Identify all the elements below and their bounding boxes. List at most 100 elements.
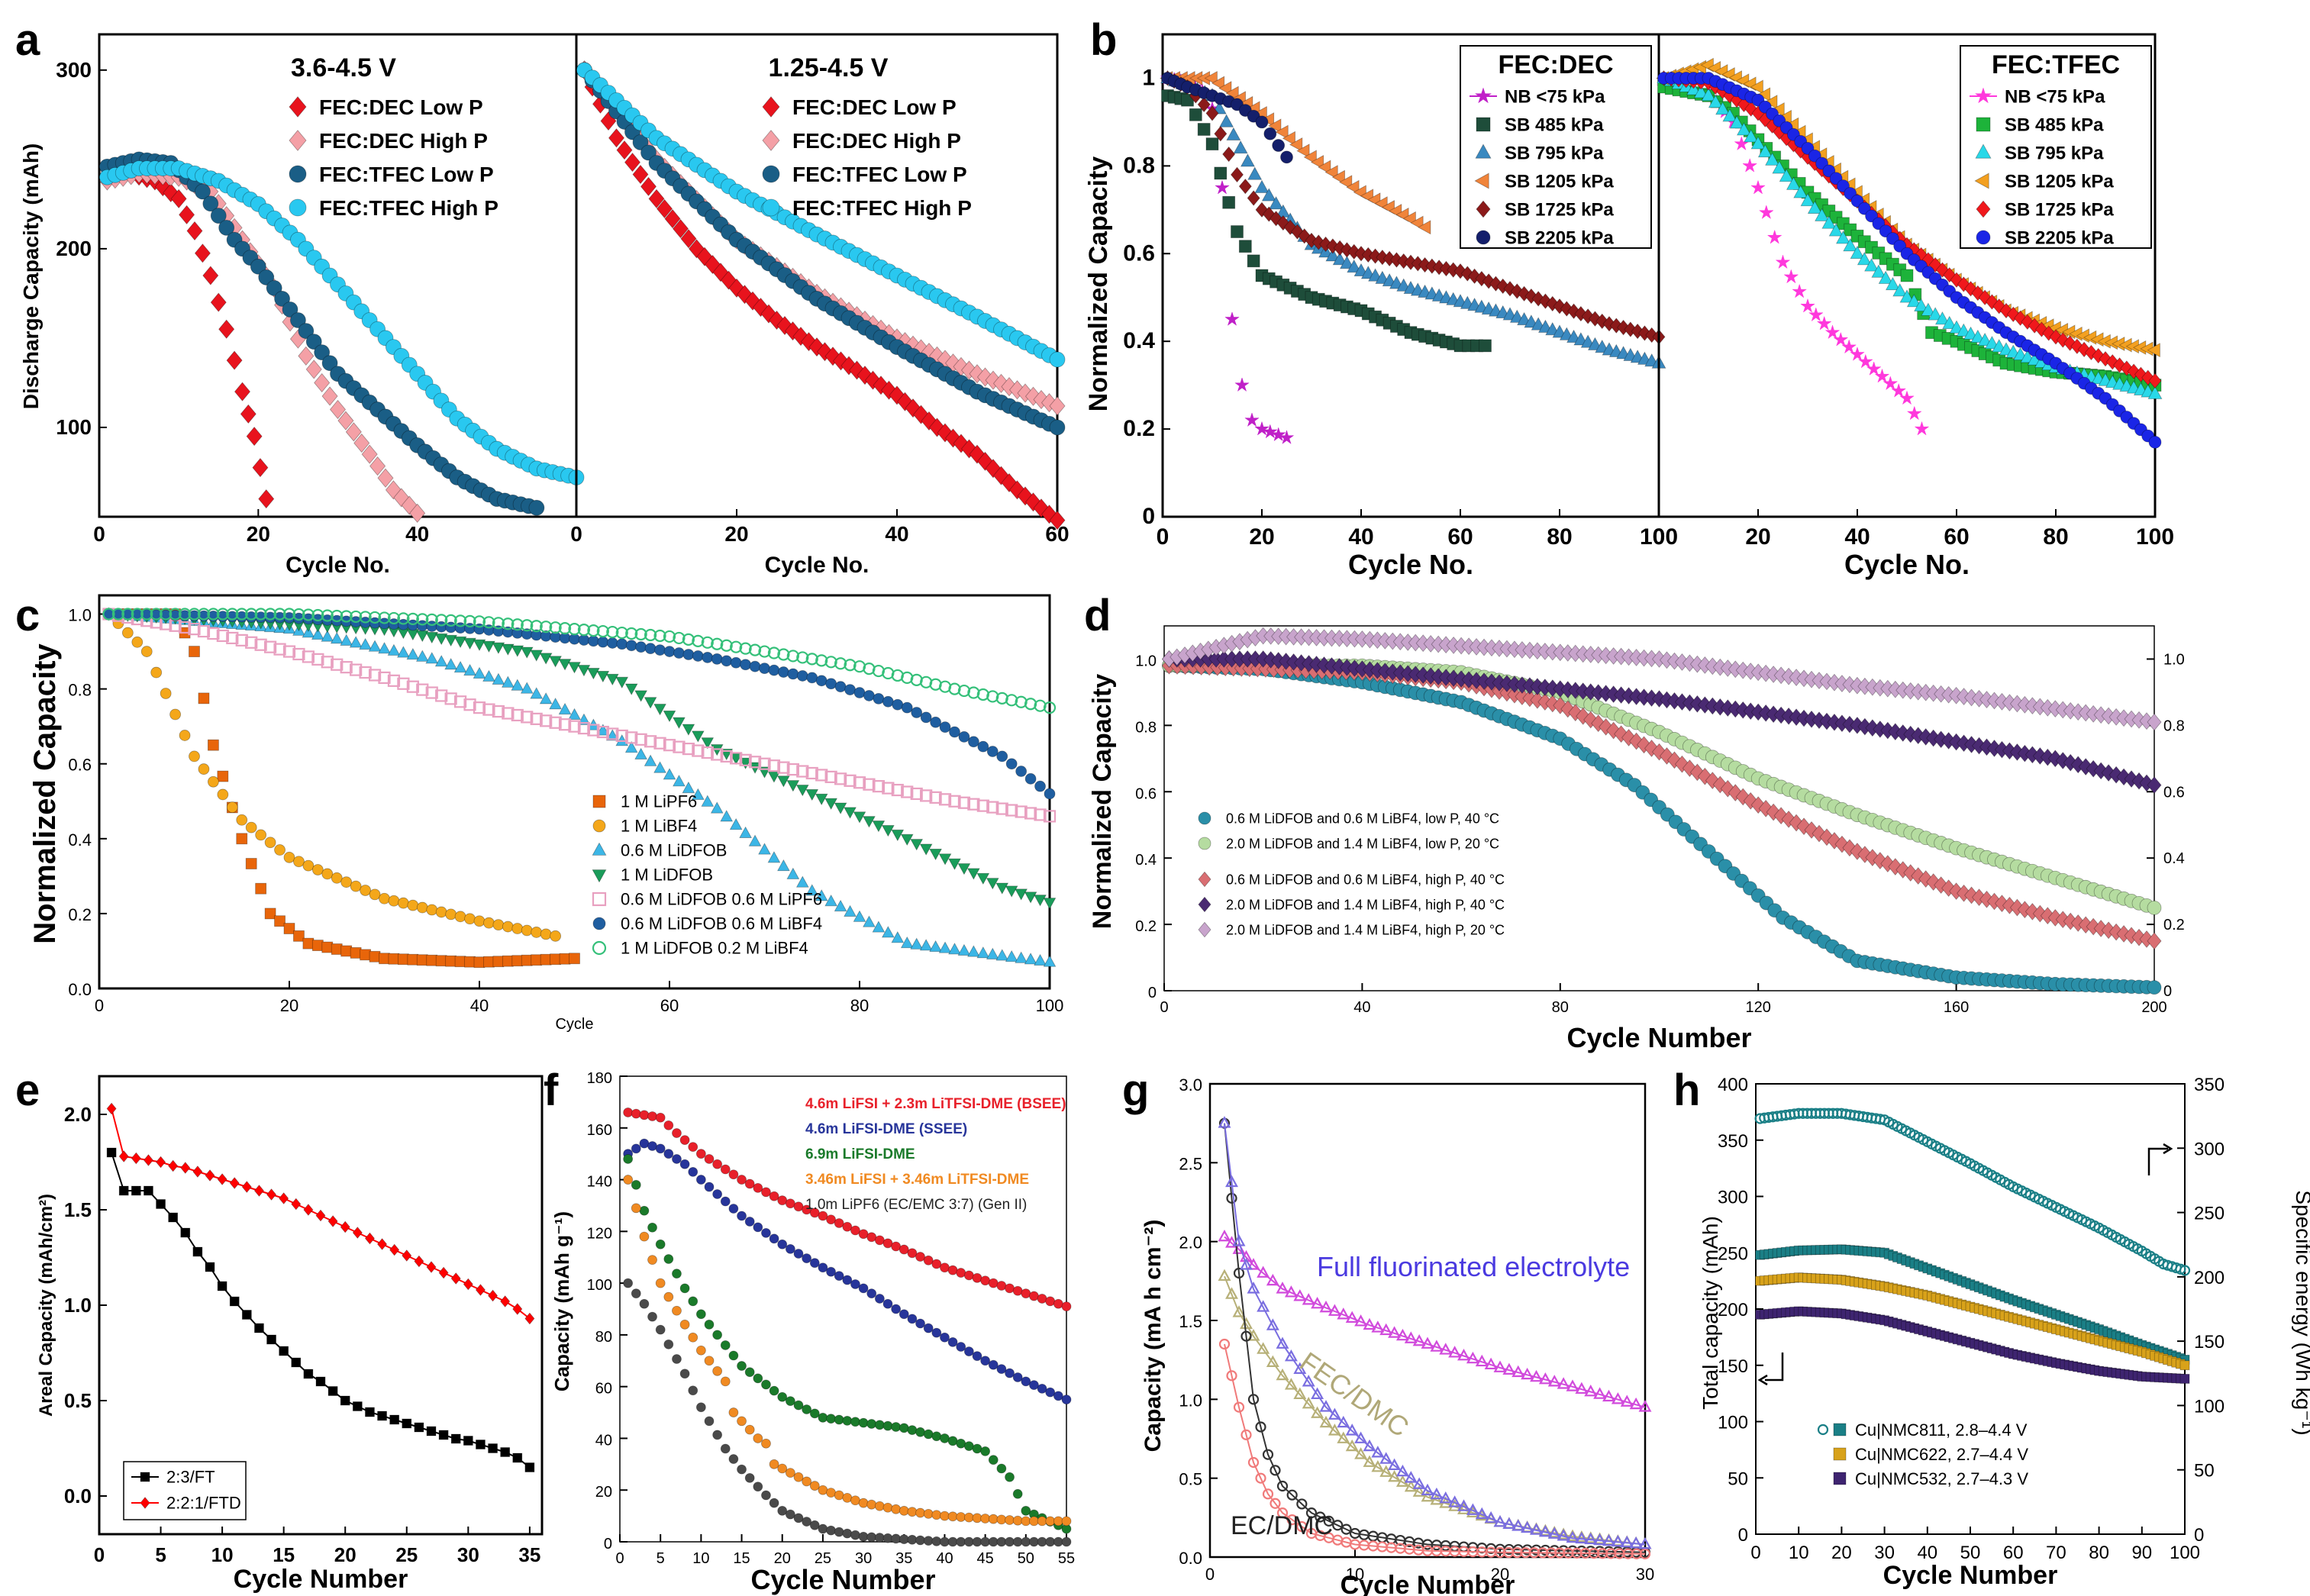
series-4-6m-lifsi-dme-ssee--point	[858, 1283, 869, 1294]
y-axis-title: Normalized Capacity	[1088, 674, 1117, 930]
series-sb-1205-kpa-point	[1275, 124, 1289, 140]
series-0-6-m-lidfob-point	[1024, 953, 1037, 965]
series-nb-75-kpa-point	[1866, 361, 1882, 376]
legend-label: 3.46m LiFSI + 3.46m LiTFSI-DME	[805, 1172, 1029, 1188]
series-4-6m-lifsi-dme-ssee--point	[802, 1253, 812, 1263]
series-nb-75-kpa-point	[1914, 421, 1930, 436]
series-2-3-ft-point	[254, 1323, 264, 1333]
series-0-6-m-lidfob-point	[330, 631, 344, 644]
series-full-fluorinated-electrolyte-point	[1638, 1400, 1652, 1412]
series-full-fluorinated-electrolyte-point	[1284, 1285, 1298, 1298]
series-sb-1725-kpa-point	[1553, 298, 1566, 314]
series-sb-1205-kpa-point	[1410, 215, 1424, 231]
series-sb-795-kpa-point	[1537, 319, 1553, 333]
series-series-blue-point	[1421, 1483, 1434, 1496]
series-2-3-ft-point	[524, 1462, 535, 1472]
legend-label: 2.0 M LiDFOB and 1.4 M LiBF4, low P, 20 …	[1226, 836, 1499, 851]
series-nb-75-kpa-point	[1279, 430, 1295, 444]
x-tick-label: 15	[273, 1543, 295, 1566]
series-fec-dec-low-p-point	[664, 208, 681, 229]
series-sb-795-kpa-point	[1517, 311, 1532, 326]
series-2-2-1-ftd-point	[266, 1188, 277, 1201]
series-0-6-m-lidfob-and-0-6-m-libf4-high-p-40-c-point	[1682, 759, 1697, 777]
series-4-6m-lifsi-2-3m-litfsi-dme-bsee--point	[972, 1272, 982, 1283]
series-6-9m-lifsi-dme-point	[972, 1443, 982, 1454]
series-1-0m-lipf6-ec-emc-3-7-gen-ii--point	[956, 1536, 966, 1547]
series-1-m-lipf6-point	[369, 950, 381, 962]
legend-label: SB 1205 kPa	[1505, 171, 1614, 192]
series-1-m-lidfob-point	[976, 872, 990, 885]
series-sb-1725-kpa-point	[1624, 321, 1637, 337]
series-sb-795-kpa-point	[1226, 127, 1241, 140]
series-series-blue-point	[1345, 1424, 1359, 1436]
series-fec-tfec-low-p-point	[250, 258, 266, 275]
series-ec-dmc	[1218, 1117, 1651, 1558]
series-0-6-m-lidfob-0-6-m-libf4-point	[968, 736, 979, 748]
series-sb-1725-kpa-point	[1631, 323, 1644, 340]
series-1-m-lidfob-point	[473, 639, 486, 651]
series-6-9m-lifsi-dme-point	[663, 1254, 674, 1264]
series-0-6-m-lidfob-point	[568, 708, 581, 720]
series-fec-dec-low-p-point	[640, 176, 657, 197]
series-sb-1725-kpa-point	[1574, 305, 1588, 322]
series-4-6m-lifsi-2-3m-litfsi-dme-bsee--point	[785, 1198, 795, 1209]
series-0-6-m-lidfob-0-6-m-libf4-point	[1034, 780, 1046, 792]
series-0-6-m-lidfob-0-6-m-lipf6-point	[711, 748, 724, 761]
series-2-2-1-ftd-point	[327, 1215, 338, 1227]
series-1-m-lidfob-0-2-m-libf4-point	[140, 608, 153, 621]
series-3-46m-lifsi-3-46m-litfsi-dme-point	[899, 1505, 909, 1516]
series-3-46m-lifsi-3-46m-litfsi-dme-point	[761, 1438, 771, 1449]
y-tick-label: 0.6	[1123, 240, 1155, 266]
series-0-6-m-lidfob-point	[758, 843, 771, 855]
series-1-m-lidfob-0-2-m-libf4-point	[730, 640, 743, 653]
series-1-m-lidfob-0-2-m-libf4-point	[549, 621, 562, 634]
series-2-2-1-ftd-point	[192, 1166, 203, 1178]
series-0-6-m-lidfob-and-0-6-m-libf4-high-p-40-c-point	[1689, 763, 1705, 782]
series-sb-1725-kpa-point	[2056, 332, 2070, 348]
y-tick-label-right: 0.2	[2163, 917, 2185, 933]
series-1-m-libf4-point	[179, 730, 191, 741]
series-sb-1205-kpa-point	[1338, 175, 1353, 190]
series-4-6m-lifsi-2-3m-litfsi-dme-bsee--point	[679, 1135, 690, 1145]
series-4-6m-lifsi-2-3m-litfsi-dme-bsee--point	[931, 1259, 942, 1269]
series-0-6-m-lidfob-0-6-m-lipf6-point	[673, 740, 686, 753]
series-sb-795-kpa-point	[1843, 237, 1858, 252]
series-1-m-lidfob-0-2-m-libf4-point	[425, 613, 438, 626]
x-tick-label: 0	[94, 1543, 105, 1566]
series-4-6m-lifsi-dme-ssee--point	[655, 1143, 666, 1154]
series-0-6-m-lidfob-0-6-m-lipf6-point	[416, 683, 429, 696]
y-tick-label: 120	[587, 1225, 612, 1242]
series-6-9m-lifsi-dme-point	[866, 1419, 877, 1429]
x-tick-label: 60	[1944, 524, 1969, 550]
series-full-fluorinated-electrolyte-point	[1225, 1236, 1238, 1248]
series-4-6m-lifsi-dme-ssee--point	[679, 1159, 690, 1169]
series-2-2-1-ftd-point	[426, 1261, 437, 1273]
series-2-0-m-lidfob-and-1-4-m-libf4-high-p-20-c	[1161, 627, 2162, 731]
series-0-6-m-lidfob-0-6-m-lipf6-point	[521, 711, 534, 724]
series-fec-tfec-low-p-point	[266, 279, 282, 296]
series-2-3-ft-point	[450, 1433, 461, 1444]
series-sb-795-kpa-point	[1566, 329, 1582, 343]
series-6-9m-lifsi-dme-point	[712, 1330, 723, 1340]
series-0-6-m-lidfob-0-6-m-lipf6-point	[282, 645, 296, 658]
series-1-m-lidfob-0-2-m-libf4-point	[720, 639, 733, 652]
series-series-blue-point	[1448, 1495, 1462, 1507]
series-sb-1205-kpa-point	[1418, 220, 1431, 235]
series-1-m-lidfob-point	[995, 882, 1009, 895]
series-fec-dmc-point	[1232, 1305, 1246, 1317]
series-fec-dec-high-p-point	[298, 346, 315, 366]
series-1-m-libf4-point	[311, 864, 324, 875]
series-6-9m-lifsi-dme-point	[785, 1396, 795, 1407]
series-0-6-m-lidfob-0-6-m-lipf6-point	[730, 752, 743, 765]
x-tick-label: 30	[1636, 1565, 1654, 1584]
series-1-m-libf4-point	[198, 763, 210, 775]
series-series-blue-point	[1430, 1487, 1444, 1500]
y-axis-title: Capacity (mA h cm⁻²)	[1140, 1220, 1166, 1453]
legend: 2:3/FT2:2:1/FTD	[131, 1468, 241, 1513]
series-sb-795-kpa-point	[1977, 332, 1992, 347]
series-fec-dec-low-p-point	[240, 404, 256, 424]
series-6-9m-lifsi-dme-point	[931, 1431, 942, 1442]
series-4-6m-lifsi-dme-ssee--point	[826, 1266, 836, 1277]
series-0-6-m-lidfob-0-6-m-libf4-point	[996, 750, 1008, 763]
